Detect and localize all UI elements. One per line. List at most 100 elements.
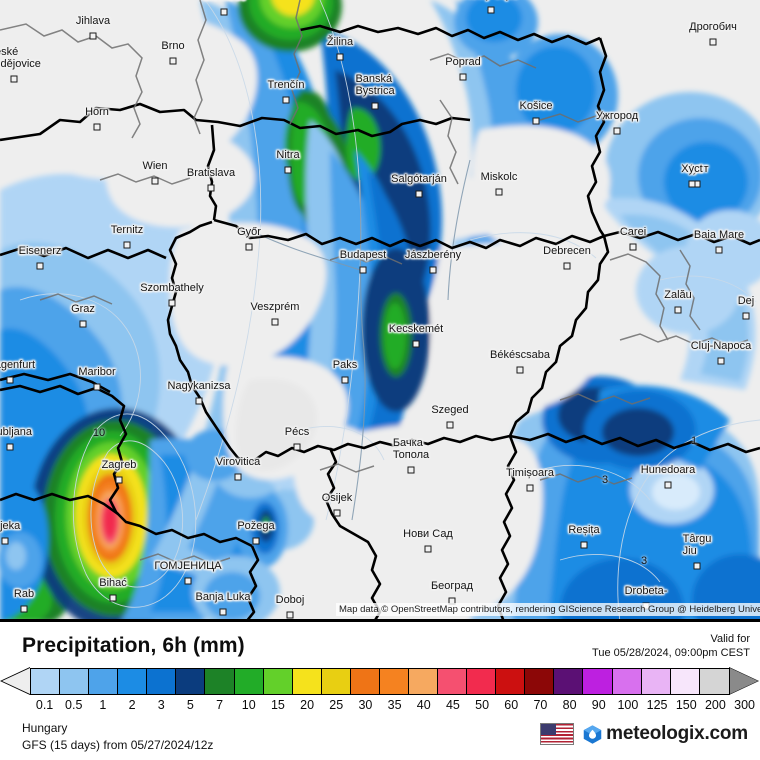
color-swatch[interactable]	[176, 669, 206, 694]
city-marker[interactable]	[93, 383, 101, 391]
city-marker[interactable]	[459, 73, 467, 81]
city-marker[interactable]	[6, 376, 14, 384]
color-swatch[interactable]	[496, 669, 526, 694]
city-marker[interactable]	[252, 537, 260, 545]
scale-tick: 5	[186, 698, 194, 712]
legend-footer: Precipitation, 6h (mm) Valid for Tue 05/…	[0, 622, 760, 760]
city-marker[interactable]	[93, 123, 101, 131]
city-marker[interactable]	[412, 340, 420, 348]
scale-tick: 45	[445, 698, 460, 712]
city-marker[interactable]	[293, 443, 301, 451]
city-marker[interactable]	[336, 53, 344, 61]
city-marker[interactable]	[487, 6, 495, 14]
color-swatch[interactable]	[263, 669, 293, 694]
city-marker[interactable]	[286, 611, 294, 619]
color-swatch[interactable]	[467, 669, 497, 694]
city-marker[interactable]	[580, 541, 588, 549]
city-marker[interactable]	[359, 266, 367, 274]
city-marker[interactable]	[89, 32, 97, 40]
color-swatch[interactable]	[234, 669, 264, 694]
city-marker[interactable]	[151, 177, 159, 185]
color-swatch[interactable]	[205, 669, 235, 694]
city-marker[interactable]	[271, 318, 279, 326]
precipitation-map[interactable]: JihlavaBrnoOlomoucČeskéBudějoviceHornWie…	[0, 0, 760, 622]
city-marker[interactable]	[10, 75, 18, 83]
city-marker[interactable]	[20, 605, 28, 613]
city-marker[interactable]	[371, 102, 379, 110]
city-marker[interactable]	[220, 8, 228, 16]
color-swatch[interactable]	[350, 669, 380, 694]
city-marker[interactable]	[123, 241, 131, 249]
city-marker[interactable]	[407, 466, 415, 474]
city-marker[interactable]	[429, 266, 437, 274]
color-swatch[interactable]	[321, 669, 351, 694]
brand-block[interactable]: meteologix.com	[540, 723, 748, 745]
city-marker[interactable]	[563, 262, 571, 270]
city-marker[interactable]	[674, 306, 682, 314]
city-marker[interactable]	[415, 190, 423, 198]
city-marker[interactable]	[184, 577, 192, 585]
country-borders	[0, 24, 760, 619]
city-marker[interactable]	[693, 562, 701, 570]
us-flag-icon[interactable]	[540, 723, 575, 745]
color-swatch[interactable]	[60, 669, 90, 694]
model-run: GFS (15 days) from 05/27/2024/12z	[22, 738, 214, 752]
region-borders	[0, 0, 749, 565]
city-marker[interactable]	[341, 376, 349, 384]
city-marker[interactable]	[446, 421, 454, 429]
city-marker[interactable]	[219, 608, 227, 616]
city-marker[interactable]	[532, 117, 540, 125]
color-swatch[interactable]	[409, 669, 439, 694]
city-marker[interactable]	[495, 188, 503, 196]
city-marker[interactable]	[516, 366, 524, 374]
city-marker[interactable]	[715, 246, 723, 254]
city-marker[interactable]	[36, 262, 44, 270]
color-scale[interactable]	[0, 666, 760, 698]
color-swatch[interactable]	[379, 669, 410, 694]
city-marker[interactable]	[284, 166, 292, 174]
scale-tick: 10	[241, 698, 256, 712]
scale-tick: 40	[416, 698, 431, 712]
city-marker[interactable]	[742, 312, 750, 320]
city-marker[interactable]	[629, 243, 637, 251]
city-marker[interactable]	[169, 57, 177, 65]
scale-tick: 3	[157, 698, 165, 712]
city-marker[interactable]	[613, 127, 621, 135]
city-marker[interactable]	[717, 357, 725, 365]
city-marker[interactable]	[109, 594, 117, 602]
color-swatch[interactable]	[583, 669, 613, 694]
scale-tick: 60	[504, 698, 519, 712]
color-swatch[interactable]	[554, 669, 584, 694]
city-marker[interactable]	[115, 476, 123, 484]
city-marker[interactable]	[709, 38, 717, 46]
brand-link[interactable]: meteologix.com	[582, 723, 748, 745]
color-swatch[interactable]	[438, 669, 468, 694]
city-marker[interactable]	[207, 184, 215, 192]
color-swatch[interactable]	[612, 669, 642, 694]
city-marker[interactable]	[333, 509, 341, 517]
color-swatch[interactable]	[147, 669, 177, 694]
color-swatch[interactable]	[525, 669, 555, 694]
color-swatch[interactable]	[292, 669, 322, 694]
scale-tick: 50	[475, 698, 490, 712]
city-marker[interactable]	[6, 443, 14, 451]
city-marker[interactable]	[688, 180, 696, 188]
city-marker[interactable]	[168, 299, 176, 307]
city-marker[interactable]	[664, 481, 672, 489]
color-swatch[interactable]	[118, 669, 148, 694]
color-swatch[interactable]	[31, 669, 61, 694]
city-marker[interactable]	[234, 473, 242, 481]
city-marker[interactable]	[195, 397, 203, 405]
color-swatch[interactable]	[670, 669, 700, 694]
city-marker[interactable]	[79, 320, 87, 328]
scale-tick: 90	[591, 698, 606, 712]
color-swatch[interactable]	[641, 669, 671, 694]
city-marker[interactable]	[1, 537, 9, 545]
color-swatch[interactable]	[89, 669, 119, 694]
city-marker[interactable]	[245, 243, 253, 251]
color-swatches[interactable]	[30, 668, 730, 695]
city-marker[interactable]	[424, 545, 432, 553]
color-swatch[interactable]	[699, 669, 729, 694]
city-marker[interactable]	[282, 96, 290, 104]
city-marker[interactable]	[526, 484, 534, 492]
